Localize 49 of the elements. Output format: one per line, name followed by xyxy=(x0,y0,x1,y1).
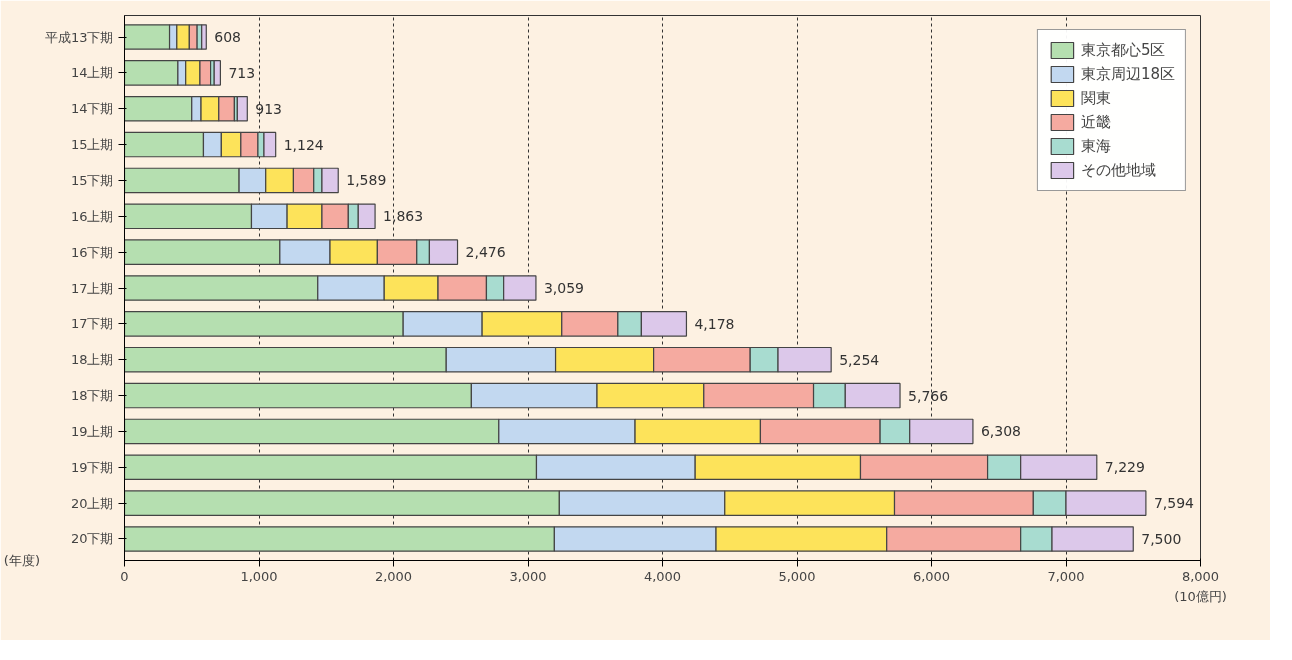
y-tick-label: 16上期 xyxy=(70,208,114,224)
y-tick-label: 18上期 xyxy=(70,352,114,368)
legend-label: 近畿 xyxy=(1080,112,1111,132)
y-tick-label: 14上期 xyxy=(70,65,114,81)
total-label: 1,863 xyxy=(383,208,424,225)
total-label: 6,308 xyxy=(980,423,1022,440)
legend-label: 関東 xyxy=(1080,88,1111,108)
x-tick-label: 5,000 xyxy=(778,568,816,584)
y-tick-label: 14下期 xyxy=(70,101,114,117)
legend-label: その他地域 xyxy=(1080,160,1156,180)
total-label: 4,178 xyxy=(694,315,735,332)
x-tick-label: 1,000 xyxy=(240,568,278,584)
y-tick-label: 20上期 xyxy=(70,495,114,511)
total-label: 2,476 xyxy=(465,244,506,261)
x-tick-label: 7,000 xyxy=(1047,568,1085,584)
x-axis-title: (10億円) xyxy=(1174,588,1227,604)
y-tick-label: 19上期 xyxy=(70,423,114,439)
y-tick-label: 19下期 xyxy=(70,459,114,475)
total-label: 713 xyxy=(228,64,256,81)
total-label: 7,229 xyxy=(1104,459,1145,476)
y-axis-title: (年度) xyxy=(3,553,40,568)
legend-label: 東京周辺18区 xyxy=(1080,64,1175,84)
x-tick-label: 0 xyxy=(120,568,129,584)
y-tick-label: 平成13下期 xyxy=(44,29,114,45)
total-label: 1,589 xyxy=(346,172,387,189)
y-tick-label: 15下期 xyxy=(70,172,114,188)
y-tick-label: 20下期 xyxy=(70,531,114,547)
bar xyxy=(236,95,248,122)
total-label: 608 xyxy=(214,29,242,46)
y-tick-label: 16下期 xyxy=(70,244,114,260)
legend-label: 東京都心5区 xyxy=(1080,40,1166,60)
y-tick-label: 15上期 xyxy=(70,137,114,153)
y-tick-label: 17上期 xyxy=(70,280,114,296)
x-tick-label: 6,000 xyxy=(912,568,951,584)
x-tick-label: 4,000 xyxy=(643,568,682,584)
total-label: 1,124 xyxy=(283,136,324,153)
total-label: 913 xyxy=(255,100,283,117)
x-tick-label: 2,000 xyxy=(374,568,413,584)
total-label: 5,254 xyxy=(839,351,880,368)
x-tick-label: 8,000 xyxy=(1181,568,1220,584)
y-tick-label: 18下期 xyxy=(70,388,114,404)
x-tick-label: 3,000 xyxy=(509,568,547,584)
bar xyxy=(213,60,221,86)
y-tick-label: 17下期 xyxy=(70,316,114,332)
total-label: 5,766 xyxy=(908,387,949,404)
total-label: 7,500 xyxy=(1141,530,1182,547)
total-label: 7,594 xyxy=(1153,495,1195,512)
legend-label: 東海 xyxy=(1080,136,1111,156)
total-label: 3,059 xyxy=(543,280,585,296)
